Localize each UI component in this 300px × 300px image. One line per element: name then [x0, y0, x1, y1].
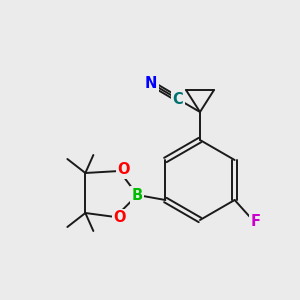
Text: O: O [117, 163, 130, 178]
Text: O: O [113, 211, 126, 226]
Text: F: F [250, 214, 261, 230]
Text: C: C [172, 92, 183, 106]
Text: N: N [145, 76, 157, 92]
Text: B: B [132, 188, 143, 202]
